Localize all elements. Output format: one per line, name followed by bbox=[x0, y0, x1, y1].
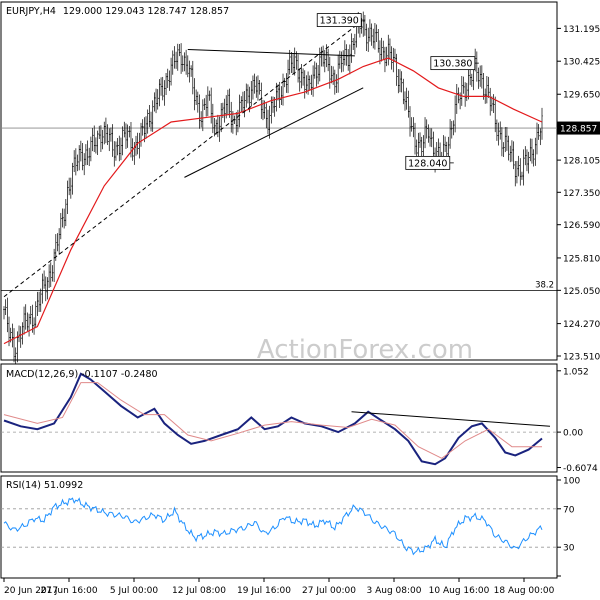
price-tick-label: 125.050 bbox=[563, 287, 600, 297]
trendline-1 bbox=[184, 87, 364, 178]
macd-signal-line bbox=[3, 382, 542, 459]
macd-panel-frame bbox=[0, 363, 558, 473]
x-tick-label: 19 Jul 16:00 bbox=[237, 586, 291, 596]
price-tick-label: 126.590 bbox=[563, 221, 600, 231]
price-tick-label: 127.350 bbox=[563, 189, 600, 199]
price-tick-label: 123.510 bbox=[563, 353, 600, 363]
price-tick-label: 128.105 bbox=[563, 157, 600, 167]
x-tick-label: 20 Jun 2017 bbox=[4, 586, 58, 596]
price-tick-label: 130.425 bbox=[563, 58, 600, 68]
annotation-label: 128.040 bbox=[408, 158, 447, 169]
macd-tick-label: -0.6074 bbox=[563, 464, 598, 474]
price-layer: 38.2 131.390 130.380 128.040 bbox=[1, 11, 557, 365]
symbol-title: EURJPY,H4 bbox=[6, 6, 56, 17]
macd-tick-label: 0.00 bbox=[563, 429, 583, 439]
x-tick-label: 18 Aug 00:00 bbox=[494, 586, 555, 596]
annotation-box bbox=[430, 56, 476, 71]
rsi-tick-label: 70 bbox=[563, 505, 575, 515]
fib-level-label: 38.2 bbox=[535, 280, 554, 290]
rsi-title: RSI(14) 51.0992 bbox=[6, 480, 83, 491]
axis-layer: 131.195130.425129.650128.860128.105127.3… bbox=[3, 25, 600, 596]
macd-tick-label: 1.052 bbox=[563, 367, 589, 377]
price-panel-frame bbox=[0, 1, 558, 361]
price-tick-label: 124.270 bbox=[563, 320, 600, 330]
macd-title: MACD(12,26,9) -0.1107 -0.2480 bbox=[6, 369, 158, 380]
price-tick-label: 131.195 bbox=[563, 25, 600, 35]
rsi-line bbox=[3, 497, 543, 556]
watermark: ActionForex.com bbox=[257, 335, 473, 365]
rsi-tick-label: 30 bbox=[563, 544, 575, 554]
current-price-label: 128.857 bbox=[560, 125, 597, 135]
annotation-label: 131.390 bbox=[320, 16, 359, 27]
x-tick-label: 27 Jun 16:00 bbox=[40, 586, 97, 596]
x-tick-label: 27 Jul 00:00 bbox=[302, 586, 356, 596]
ohlc-readout: 129.000 129.043 128.747 128.857 bbox=[63, 6, 229, 17]
annotation-label: 130.380 bbox=[433, 59, 472, 70]
price-title: EURJPY,H4 129.000 129.043 128.747 128.85… bbox=[6, 6, 229, 17]
x-tick-label: 10 Aug 16:00 bbox=[429, 586, 490, 596]
moving-average-line bbox=[3, 57, 543, 345]
x-tick-label: 12 Jul 08:00 bbox=[172, 586, 226, 596]
rsi-layer bbox=[1, 497, 557, 556]
current-price-badge bbox=[557, 121, 600, 135]
annotation-box bbox=[405, 155, 451, 170]
annotation-box bbox=[316, 13, 362, 27]
price-tick-label: 129.650 bbox=[563, 91, 600, 101]
trendline-0 bbox=[187, 48, 355, 57]
trendline-2 bbox=[3, 19, 364, 298]
macd-trendline bbox=[351, 411, 551, 427]
x-tick-label: 5 Jul 00:00 bbox=[110, 586, 159, 596]
price-tick-label: 125.810 bbox=[563, 254, 600, 264]
rsi-tick-label: 100 bbox=[563, 477, 580, 487]
rsi-panel-frame bbox=[0, 475, 558, 579]
macd-layer bbox=[1, 372, 557, 466]
macd-line bbox=[3, 372, 543, 466]
x-tick-label: 3 Aug 08:00 bbox=[367, 586, 422, 596]
